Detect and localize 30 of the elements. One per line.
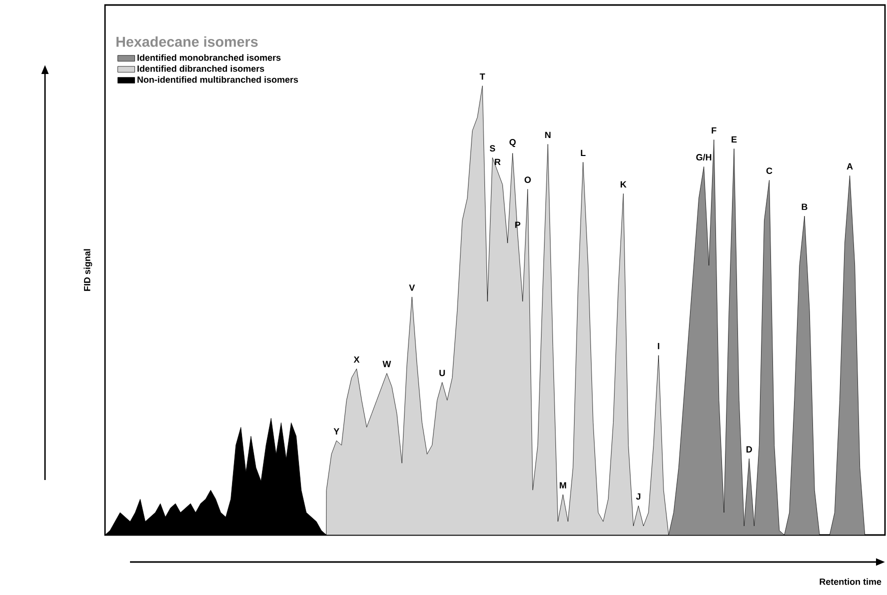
- annotation: A: [846, 163, 853, 170]
- annotation: F: [712, 127, 716, 134]
- annotation: C: [766, 168, 772, 174]
- annotation: E: [732, 136, 737, 143]
- annotation: N: [545, 132, 550, 138]
- annotation: I: [658, 342, 660, 350]
- annotation: V: [409, 284, 415, 291]
- annotation: O: [524, 176, 531, 183]
- annotation: L: [580, 150, 586, 156]
- annotation: W: [382, 360, 392, 368]
- annotation: R: [494, 158, 501, 165]
- x-axis-title: Retention time: [820, 578, 882, 585]
- annotation: P: [515, 222, 520, 228]
- legend-label: Non-identified multibranched isomers: [138, 76, 298, 83]
- annotation: J: [636, 493, 640, 500]
- annotation: B: [802, 204, 808, 210]
- annotation: D: [746, 446, 752, 452]
- annotation: X: [354, 356, 360, 363]
- annotation: Y: [334, 428, 340, 434]
- annotation: M: [560, 482, 566, 488]
- annotation: G/H: [696, 154, 712, 160]
- legend-title: Hexadecane isomers: [116, 36, 258, 47]
- y-axis-title: FID signal: [84, 249, 92, 291]
- legend-label: Identified dibranched isomers: [138, 65, 264, 72]
- legend-label: Identified monobranched isomers: [138, 54, 281, 61]
- annotation: K: [620, 181, 626, 188]
- annotation: T: [480, 73, 486, 80]
- annotation: S: [490, 145, 496, 152]
- annotation: U: [439, 370, 445, 376]
- annotation: Q: [510, 138, 516, 148]
